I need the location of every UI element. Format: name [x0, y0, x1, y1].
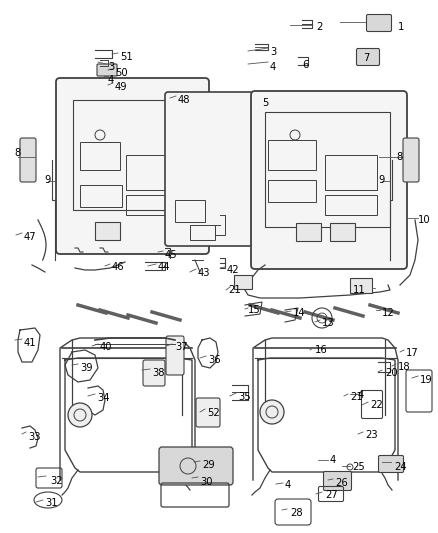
- Bar: [296, 223, 321, 241]
- Bar: [325, 195, 377, 215]
- Text: 38: 38: [152, 368, 165, 378]
- Text: 42: 42: [227, 265, 240, 275]
- Text: 6: 6: [302, 60, 308, 70]
- Text: 7: 7: [363, 53, 369, 63]
- Bar: [80, 185, 122, 207]
- Text: 45: 45: [165, 250, 178, 260]
- Circle shape: [260, 400, 284, 424]
- Bar: [325, 155, 377, 190]
- Bar: [126, 155, 178, 190]
- Text: 34: 34: [97, 393, 110, 403]
- Text: 3: 3: [270, 47, 276, 57]
- Bar: [234, 275, 252, 289]
- Text: 40: 40: [100, 342, 113, 352]
- Text: 50: 50: [115, 68, 127, 78]
- FancyBboxPatch shape: [56, 78, 209, 254]
- Text: 3: 3: [108, 62, 114, 72]
- FancyBboxPatch shape: [324, 472, 352, 490]
- Bar: [80, 142, 120, 170]
- FancyBboxPatch shape: [367, 14, 392, 31]
- Text: 47: 47: [24, 232, 37, 242]
- Text: 21: 21: [228, 285, 241, 295]
- FancyBboxPatch shape: [378, 456, 403, 472]
- Text: 35: 35: [238, 392, 251, 402]
- Text: 39: 39: [80, 363, 92, 373]
- FancyBboxPatch shape: [166, 336, 184, 375]
- Text: 26: 26: [335, 478, 348, 488]
- Text: 30: 30: [200, 477, 212, 487]
- Text: 9: 9: [378, 175, 385, 185]
- Text: 16: 16: [315, 345, 328, 355]
- FancyBboxPatch shape: [251, 91, 407, 269]
- Text: 18: 18: [398, 362, 411, 372]
- Bar: [126, 195, 178, 215]
- Text: 12: 12: [382, 308, 395, 318]
- Text: 19: 19: [420, 375, 433, 385]
- Text: 48: 48: [178, 95, 191, 105]
- Text: 11: 11: [353, 285, 366, 295]
- Text: 9: 9: [44, 175, 50, 185]
- Text: 46: 46: [112, 262, 125, 272]
- Text: 32: 32: [50, 476, 63, 486]
- FancyBboxPatch shape: [97, 64, 117, 76]
- Text: 4: 4: [330, 455, 336, 465]
- Text: 24: 24: [394, 462, 406, 472]
- Text: 21: 21: [350, 392, 363, 402]
- Text: 1: 1: [398, 22, 404, 32]
- FancyBboxPatch shape: [159, 447, 233, 485]
- Text: 36: 36: [208, 355, 221, 365]
- Text: 5: 5: [262, 98, 268, 108]
- Text: 31: 31: [45, 498, 58, 508]
- Text: 41: 41: [24, 338, 37, 348]
- Bar: [268, 140, 316, 170]
- Text: 4: 4: [108, 75, 114, 85]
- FancyBboxPatch shape: [20, 138, 36, 182]
- Text: 28: 28: [290, 508, 303, 518]
- Text: 37: 37: [175, 342, 187, 352]
- Text: 51: 51: [120, 52, 133, 62]
- FancyBboxPatch shape: [403, 138, 419, 182]
- Text: 52: 52: [207, 408, 220, 418]
- Text: 33: 33: [28, 432, 40, 442]
- Bar: [175, 200, 205, 222]
- Circle shape: [68, 403, 92, 427]
- Text: 13: 13: [322, 318, 335, 328]
- FancyBboxPatch shape: [357, 49, 379, 66]
- Text: 25: 25: [352, 462, 365, 472]
- FancyBboxPatch shape: [165, 92, 253, 246]
- Text: 14: 14: [293, 308, 306, 318]
- Text: 10: 10: [418, 215, 431, 225]
- Text: 23: 23: [365, 430, 378, 440]
- Text: 8: 8: [396, 152, 402, 162]
- Bar: [73, 100, 191, 210]
- Text: 15: 15: [248, 305, 261, 315]
- Text: 43: 43: [198, 268, 211, 278]
- Bar: [268, 180, 316, 202]
- Bar: [330, 223, 355, 241]
- Text: 49: 49: [115, 82, 127, 92]
- Bar: [190, 225, 215, 240]
- Text: 44: 44: [158, 262, 170, 272]
- Bar: [350, 278, 372, 293]
- Bar: [95, 222, 120, 240]
- Text: 27: 27: [325, 490, 338, 500]
- Text: 4: 4: [358, 390, 364, 400]
- FancyBboxPatch shape: [196, 398, 220, 427]
- Text: 4: 4: [285, 480, 291, 490]
- Bar: [265, 112, 390, 227]
- Text: 8: 8: [14, 148, 20, 158]
- Text: 2: 2: [316, 22, 322, 32]
- FancyBboxPatch shape: [143, 360, 165, 386]
- Text: 4: 4: [270, 62, 276, 72]
- Text: 22: 22: [370, 400, 383, 410]
- Text: 20: 20: [385, 368, 398, 378]
- Text: 29: 29: [202, 460, 215, 470]
- Text: 17: 17: [406, 348, 419, 358]
